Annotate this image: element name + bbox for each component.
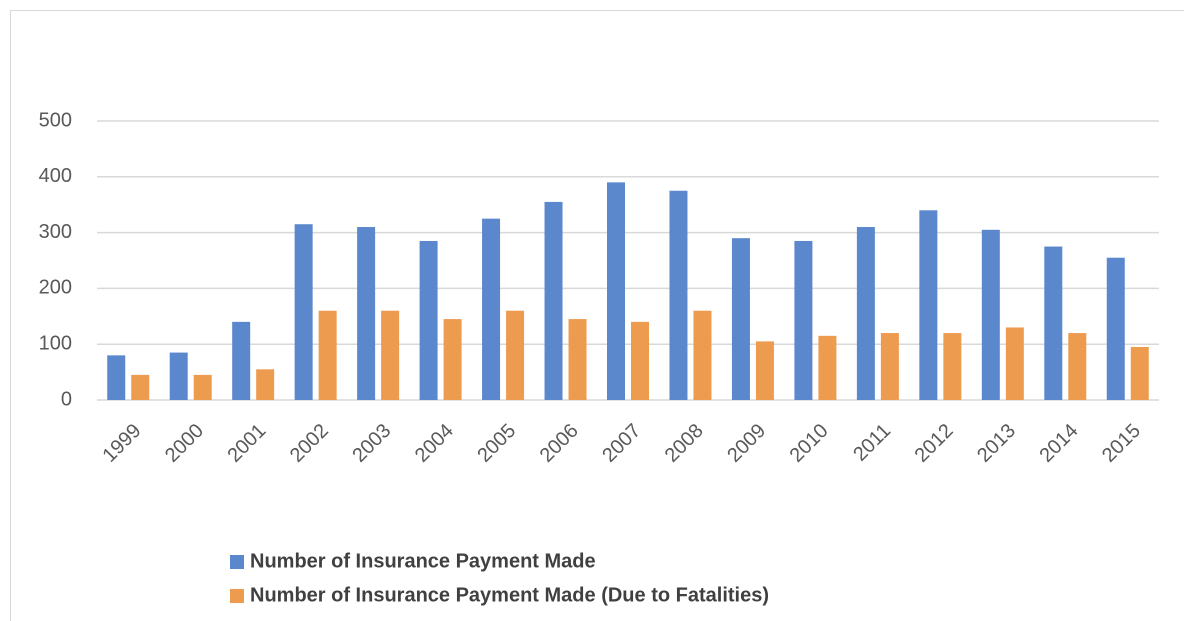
x-tick-label: 2001 [223, 420, 270, 467]
x-tick-label: 2011 [849, 420, 895, 466]
bar [755, 341, 774, 400]
bar [1044, 246, 1063, 400]
x-tick-label: 2014 [1036, 420, 1083, 467]
bar [631, 321, 649, 400]
bar [443, 319, 462, 400]
bar [880, 333, 899, 400]
legend-swatch [230, 589, 244, 603]
bar [856, 227, 875, 400]
x-tick-label: 2007 [598, 420, 645, 467]
bar [669, 190, 688, 400]
x-tick-label: 2003 [348, 420, 395, 467]
bar [107, 355, 126, 400]
bar [693, 310, 712, 400]
y-tick-label: 400 [39, 165, 72, 187]
bar [506, 310, 525, 400]
x-tick-label: 2004 [411, 420, 458, 467]
y-tick-label: 0 [61, 388, 72, 410]
x-tick-label: 2008 [661, 420, 708, 467]
legend-text: Number of Insurance Payment Made (Due to… [250, 584, 769, 606]
x-tick-label: 1999 [98, 420, 145, 467]
bar [1106, 257, 1125, 400]
bar [794, 240, 813, 400]
x-tick-label: 2000 [161, 420, 208, 467]
bar [1068, 333, 1087, 400]
bar [131, 374, 150, 400]
x-tick-label: 2005 [473, 420, 520, 467]
bar [544, 201, 563, 400]
bar [169, 352, 188, 400]
bar [232, 321, 251, 400]
bar [607, 182, 625, 400]
y-tick-label: 500 [39, 109, 72, 131]
bar [256, 369, 275, 400]
bar [1005, 327, 1024, 400]
bar [193, 374, 212, 400]
bar [482, 218, 501, 400]
x-tick-label: 2012 [911, 420, 958, 467]
x-tick-label: 2002 [286, 420, 333, 467]
x-tick-label: 2010 [786, 420, 833, 467]
chart-frame [10, 10, 1184, 621]
bar [981, 229, 1000, 400]
y-tick-label: 100 [39, 332, 72, 354]
bar [919, 210, 938, 400]
bar [943, 333, 962, 400]
legend-text: Number of Insurance Payment Made [250, 550, 596, 572]
bar [818, 335, 837, 400]
x-tick-label: 2015 [1098, 420, 1145, 467]
x-tick-label: 2006 [536, 420, 583, 467]
y-tick-label: 200 [39, 277, 72, 299]
x-tick-label: 2009 [723, 420, 770, 467]
bar [318, 310, 337, 400]
y-tick-label: 300 [39, 221, 72, 243]
bar [419, 240, 438, 400]
bar [381, 310, 400, 400]
bar [731, 238, 750, 400]
bar [357, 227, 376, 400]
bar [1130, 346, 1149, 400]
legend-swatch [230, 555, 244, 569]
bar [294, 224, 313, 400]
x-tick-label: 2013 [973, 420, 1020, 467]
bar [568, 319, 587, 400]
